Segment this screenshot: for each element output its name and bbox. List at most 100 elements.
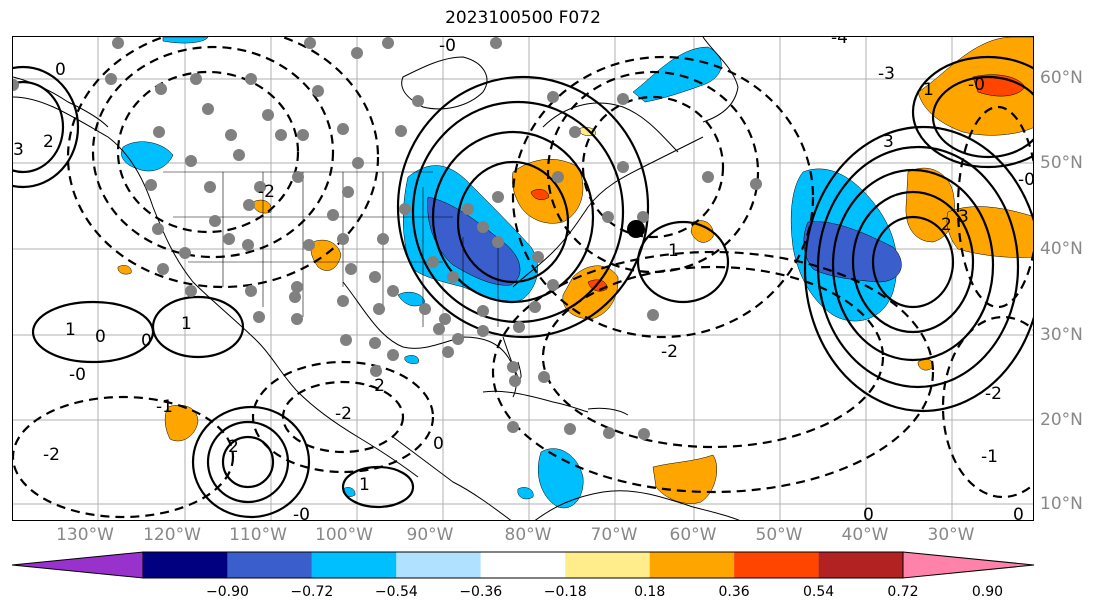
- colorbar-tick-label: −0.90: [205, 584, 249, 600]
- contour-pos-atl-3: [831, 168, 995, 362]
- contour-neg-cam2: [251, 360, 435, 474]
- contour-label: -2: [335, 404, 352, 424]
- shading-orange-mexico: [310, 239, 342, 271]
- contour-label: 1: [65, 320, 76, 340]
- shading-orange-small2: [917, 359, 934, 371]
- contour-label: -0: [439, 37, 456, 56]
- lon-label: 130°W: [56, 525, 114, 545]
- lon-label: 60°W: [669, 525, 717, 545]
- colorbar-bin: [227, 552, 312, 578]
- contour-label: -3: [878, 64, 895, 84]
- shading-blue-small3: [404, 355, 419, 364]
- coast-quebec: [542, 102, 679, 153]
- contour-pos-atl-1: [871, 215, 955, 309]
- contour-label: 1: [923, 80, 934, 100]
- coast-central-america: [392, 436, 512, 520]
- contour-label: -2: [43, 445, 60, 465]
- focus-point: [627, 220, 645, 238]
- contour-label: 1: [668, 241, 679, 261]
- contours-negative: [13, 37, 1033, 519]
- shading-orange-atlantic-east2: [946, 206, 1033, 258]
- colorbar-tick-label: 0.36: [718, 584, 750, 600]
- contour-pos-mex-3: [191, 405, 311, 519]
- contour-pos-pac2: [31, 300, 155, 364]
- contour-label: 2: [43, 132, 54, 152]
- colorbar-bin: [311, 552, 397, 578]
- colorbar-bin: [818, 552, 903, 578]
- shading-blue-gulf: [397, 291, 426, 307]
- colorbar-bin: [396, 552, 481, 578]
- lat-label: 40°N: [1040, 239, 1083, 259]
- contour-pos-nw2: [13, 65, 80, 189]
- contour-neg-cam: [281, 380, 405, 454]
- contour-label: -2: [985, 384, 1002, 404]
- contour-pos-nw: [13, 80, 65, 174]
- coast-east-na: [512, 136, 704, 288]
- contour-label: 0: [863, 505, 874, 521]
- contour-pos-mex-1: [221, 435, 275, 489]
- lat-label: 20°N: [1040, 410, 1083, 430]
- contour-label-group: 0 3 2 -0 1 1 0 -0 0 -1 -2 2 -2 1 -0 0 -2…: [13, 37, 1033, 521]
- contour-pos-atl-4: [816, 145, 1020, 389]
- contour-pos-us-1: [456, 160, 570, 284]
- map-frame: 0 3 2 -0 1 1 0 -0 0 -1 -2 2 -2 1 -0 0 -2…: [12, 36, 1034, 521]
- colorbar-extend-low: [11, 551, 144, 579]
- contour-label: 2: [941, 215, 952, 235]
- contour-neg-pac: [13, 395, 235, 519]
- contour-neg-west-3: [66, 37, 380, 289]
- shading-orange-pacific: [164, 404, 199, 442]
- contour-pos-cam: [341, 465, 415, 509]
- lat-label: 50°N: [1040, 153, 1083, 173]
- shading-blue-small1: [517, 487, 534, 500]
- colorbar-tick-label: −0.72: [290, 584, 334, 600]
- colorbar-extend-high: [902, 551, 1035, 579]
- shading-orange-nova: [690, 220, 714, 243]
- shading-blue-canada-top: [162, 37, 209, 44]
- contour-neg-east2: [956, 105, 1033, 309]
- colorbar-tick-label: −0.18: [543, 584, 587, 600]
- coast-greenland: [702, 37, 739, 123]
- lon-label: 90°W: [406, 525, 454, 545]
- contour-label: 3: [883, 132, 894, 152]
- lon-label: 100°W: [315, 525, 373, 545]
- shading-positive: [117, 37, 1033, 504]
- colorbar-bin: [480, 552, 566, 578]
- colorbar: [11, 551, 1035, 579]
- shading-orange-sw: [252, 199, 272, 214]
- contours-positive: [13, 55, 1033, 519]
- contour-pos-us-4: [396, 75, 650, 339]
- contour-label: -2: [661, 342, 678, 362]
- shading-orange-carib: [652, 454, 717, 504]
- contour-label: 0: [95, 327, 106, 347]
- colorbar-tick-label: −0.36: [459, 584, 503, 600]
- lon-label: 40°W: [841, 525, 889, 545]
- contour-label: 0: [433, 434, 444, 454]
- station-markers: [13, 37, 762, 440]
- contour-label: -2: [258, 182, 275, 202]
- lon-label: 120°W: [143, 525, 201, 545]
- contour-neg-canada-2: [546, 70, 760, 274]
- lon-label: 110°W: [229, 525, 287, 545]
- colorbar-outline: [142, 551, 904, 579]
- contour-label: 3: [13, 140, 24, 160]
- contour-neg-canada-1: [581, 95, 725, 239]
- lon-label: 30°W: [927, 525, 975, 545]
- shading-blue-bc: [121, 141, 174, 172]
- shading-blue-labrador: [632, 46, 722, 103]
- shading-red-newengland: [530, 189, 550, 200]
- shading-blue-carib: [537, 448, 584, 509]
- contour-label: -0: [293, 505, 310, 521]
- colorbar-tick-label: 0.54: [802, 584, 835, 600]
- contour-neg-west-1: [116, 70, 300, 234]
- contour-pos-atl-2: [851, 190, 975, 334]
- colorbar-bin: [649, 552, 735, 578]
- map-plot: 0 3 2 -0 1 1 0 -0 0 -1 -2 2 -2 1 -0 0 -2…: [13, 37, 1033, 521]
- contour-neg-canada-3: [511, 55, 815, 339]
- map-title: 2023100500 F072: [445, 8, 601, 28]
- colorbar-tick-label: 0.18: [634, 584, 666, 600]
- colorbar-bin: [565, 552, 650, 578]
- contour-neg-atl-s2: [491, 250, 935, 494]
- coast-west-na: [13, 96, 419, 478]
- contour-label: -1: [156, 397, 173, 417]
- lon-label: 50°W: [755, 525, 803, 545]
